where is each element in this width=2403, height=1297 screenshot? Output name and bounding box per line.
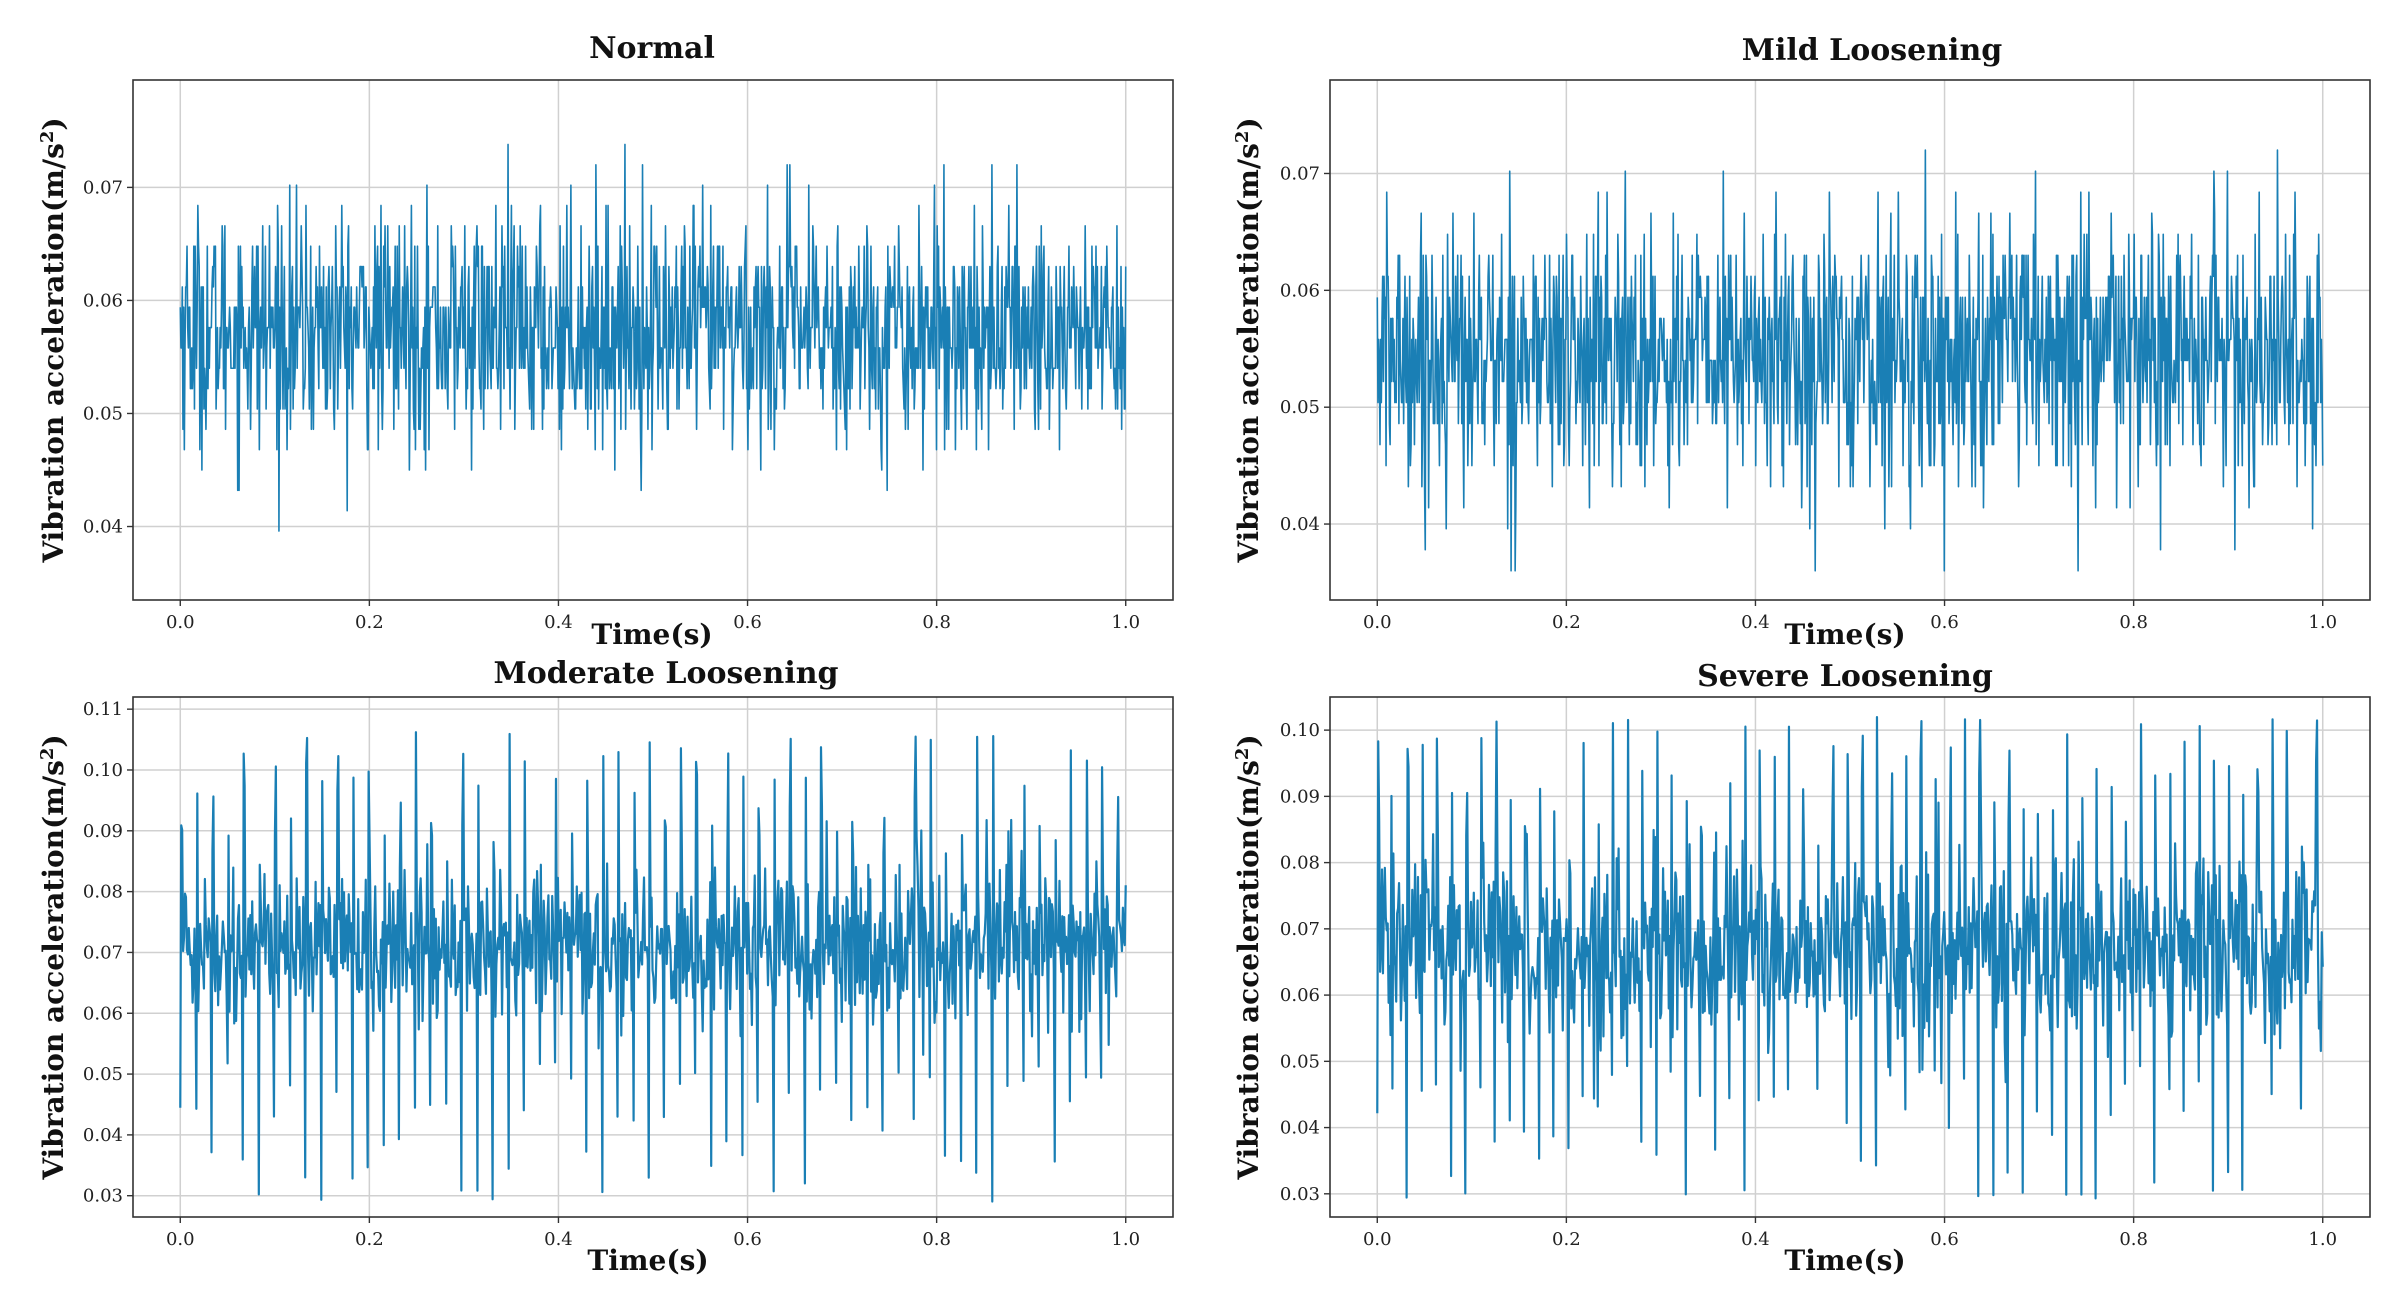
y-tick-label: 0.09: [83, 821, 123, 842]
x-tick-label: 0.8: [922, 1229, 951, 1250]
y-axis-label: Vibration acceleration(m/s2): [1232, 734, 1265, 1180]
y-tick-label: 0.11: [83, 699, 123, 720]
y-tick-label: 0.05: [83, 1064, 123, 1085]
y-tick-label: 0.07: [1280, 919, 1320, 940]
chart-title: Moderate Loosening: [494, 656, 839, 691]
x-tick-label: 0.6: [1930, 1229, 1959, 1250]
x-tick-label: 0.6: [733, 612, 762, 633]
x-axis-label: Time(s): [591, 618, 712, 651]
y-tick-label: 0.10: [1280, 720, 1320, 741]
x-tick-label: 0.4: [1741, 612, 1770, 633]
x-tick-label: 0.4: [544, 612, 573, 633]
y-axis-label: Vibration acceleration(m/s2): [1232, 117, 1265, 563]
series-line-vibration: [179, 143, 1127, 532]
chart-panel-severe-loosening: Severe Loosening 0.0 0.2 0.4 0.6 0.8 1.0 0.03 0…: [1232, 659, 2371, 1277]
x-tick-label: 0.2: [355, 612, 384, 633]
y-tick-label: 0.04: [1280, 514, 1320, 535]
plot-frame: [1329, 79, 2371, 601]
y-tick-label: 0.04: [83, 1125, 123, 1146]
y-tick-label: 0.05: [1280, 1051, 1320, 1072]
y-tick-label: 0.05: [83, 403, 123, 424]
x-tick-label: 0.4: [1741, 1229, 1770, 1250]
x-axis-label: Time(s): [1784, 618, 1905, 651]
y-axis-label: Vibration acceleration(m/s2): [37, 117, 70, 563]
y-tick-label: 0.08: [83, 882, 123, 903]
y-tick-label: 0.06: [83, 1003, 123, 1024]
x-tick-label: 1.0: [2308, 612, 2337, 633]
plot-frame: [132, 696, 1174, 1218]
y-tick-label: 0.06: [1280, 985, 1320, 1006]
y-tick-label: 0.03: [1280, 1184, 1320, 1205]
x-tick-label: 0.8: [922, 612, 951, 633]
y-tick-label: 0.06: [1280, 280, 1320, 301]
y-tick-label: 0.07: [83, 942, 123, 963]
y-tick-label: 0.04: [83, 517, 123, 538]
x-tick-label: 1.0: [1111, 612, 1140, 633]
x-tick-label: 0.0: [166, 1229, 195, 1250]
y-tick-label: 0.07: [1280, 163, 1320, 184]
x-tick-label: 0.2: [1552, 1229, 1581, 1250]
y-tick-label: 0.06: [83, 290, 123, 311]
x-tick-label: 0.6: [1930, 612, 1959, 633]
plot-frame: [1329, 696, 2371, 1218]
series-line-vibration: [179, 731, 1127, 1203]
x-tick-label: 0.0: [1363, 612, 1392, 633]
x-tick-label: 1.0: [1111, 1229, 1140, 1250]
chart-panel-moderate-loosening: Moderate Loosening 0.0 0.2 0.4 0.6 0.8 1.0 0.0…: [37, 656, 1174, 1277]
chart-title: Mild Loosening: [1742, 33, 2003, 68]
x-tick-label: 0.0: [166, 612, 195, 633]
chart-title: Severe Loosening: [1697, 659, 1993, 694]
series-line-vibration: [1376, 149, 2324, 572]
chart-title: Normal: [589, 31, 715, 66]
x-axis-label: Time(s): [1784, 1244, 1905, 1277]
y-tick-label: 0.03: [83, 1186, 123, 1207]
y-tick-label: 0.09: [1280, 786, 1320, 807]
x-tick-label: 0.8: [2119, 1229, 2148, 1250]
x-tick-label: 0.6: [733, 1229, 762, 1250]
x-tick-label: 0.8: [2119, 612, 2148, 633]
chart-panel-normal: Normal 0.0 0.2 0.4 0.6 0.8 1.0 0.04 0.05 0.06 0.0…: [37, 31, 1174, 651]
chart-panel-mild-loosening: Mild Loosening 0.0 0.2 0.4 0.6 0.8 1.0 0.04 0.0…: [1232, 33, 2371, 651]
y-axis-label: Vibration acceleration(m/s2): [37, 734, 70, 1180]
y-tick-label: 0.08: [1280, 853, 1320, 874]
x-tick-label: 0.2: [355, 1229, 384, 1250]
y-tick-label: 0.10: [83, 760, 123, 781]
x-tick-label: 0.4: [544, 1229, 573, 1250]
x-tick-label: 0.0: [1363, 1229, 1392, 1250]
plot-frame: [132, 79, 1174, 601]
series-line-vibration: [1376, 716, 2324, 1200]
x-tick-label: 0.2: [1552, 612, 1581, 633]
x-axis-label: Time(s): [587, 1244, 708, 1277]
y-tick-label: 0.04: [1280, 1118, 1320, 1139]
y-tick-label: 0.05: [1280, 397, 1320, 418]
x-tick-label: 1.0: [2308, 1229, 2337, 1250]
y-tick-label: 0.07: [83, 177, 123, 198]
